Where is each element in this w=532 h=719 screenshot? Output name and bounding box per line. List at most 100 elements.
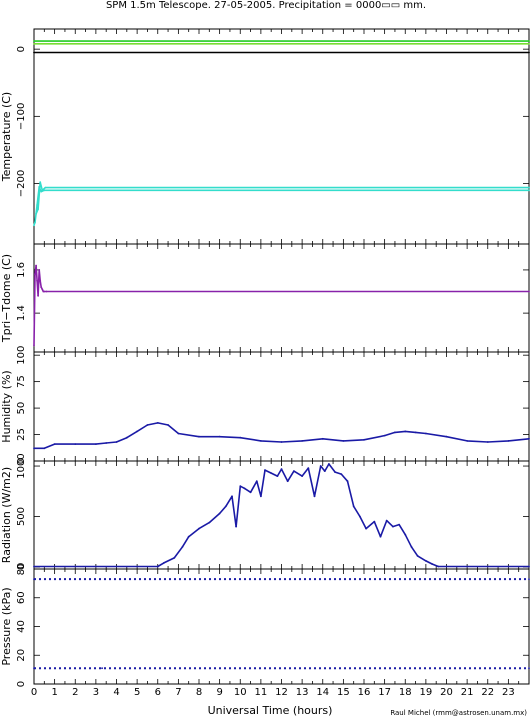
y-tick-label: 20 <box>16 649 27 662</box>
y-tick-label: 1.6 <box>16 262 27 278</box>
data-point <box>425 560 427 562</box>
x-tick-label: 3 <box>93 687 99 698</box>
data-point <box>528 189 530 192</box>
data-point <box>528 42 530 45</box>
data-point <box>136 430 139 433</box>
data-point <box>208 521 211 524</box>
y-axis-label: Humidity (%) <box>0 370 13 442</box>
data-point <box>385 519 388 522</box>
data-point <box>38 269 41 271</box>
data-point <box>37 208 39 211</box>
x-tick-label: 22 <box>481 687 494 698</box>
data-point <box>198 527 200 530</box>
data-point <box>346 480 349 483</box>
data-point <box>260 495 262 498</box>
y-tick-label: −100 <box>16 103 27 130</box>
data-point <box>264 469 266 471</box>
data-point <box>33 344 35 347</box>
data-point <box>416 555 419 557</box>
data-point <box>286 480 289 483</box>
y-axis-label: Tpri−Tdome (C) <box>0 254 13 343</box>
x-tick-label: 8 <box>196 687 202 698</box>
y-tick-label: 25 <box>16 428 27 441</box>
data-point <box>301 440 303 442</box>
data-point <box>392 525 394 528</box>
data-point <box>53 443 56 445</box>
y-tick-label: 0 <box>16 564 27 570</box>
data-point <box>249 491 252 494</box>
data-point <box>146 424 149 426</box>
data-point <box>239 485 242 488</box>
x-tick-label: 19 <box>420 687 433 698</box>
x-tick-label: 10 <box>234 687 247 698</box>
x-tick-label: 20 <box>440 687 453 698</box>
data-point <box>95 443 97 445</box>
x-tick-label: 4 <box>113 687 119 698</box>
data-series <box>34 422 530 450</box>
data-point <box>373 520 376 523</box>
data-point <box>235 525 238 528</box>
data-point <box>39 279 42 282</box>
data-point <box>334 471 336 473</box>
data-point <box>44 186 47 189</box>
y-axis-label: Radiation (W/m2) <box>0 467 13 563</box>
data-point <box>181 545 184 548</box>
data-point <box>363 438 365 441</box>
data-point <box>39 181 42 184</box>
data-point <box>437 565 440 568</box>
data-point <box>528 186 530 189</box>
data-series <box>33 186 529 226</box>
data-point <box>33 42 35 45</box>
data-point <box>466 440 468 442</box>
data-point <box>33 40 35 42</box>
data-point <box>394 431 396 434</box>
data-point <box>359 515 361 518</box>
data-point <box>33 447 35 450</box>
data-point <box>414 431 417 434</box>
data-point <box>365 527 367 530</box>
data-series <box>34 463 529 568</box>
y-tick-label: 50 <box>16 402 27 415</box>
x-tick-label: 5 <box>134 687 140 698</box>
data-point <box>323 470 326 472</box>
y-axis-label: Temperature (C) <box>0 92 13 182</box>
credit-text: Raul Michel (rmm@astrosen.unam.mx) <box>390 709 527 717</box>
data-point <box>167 424 170 426</box>
data-point <box>224 505 227 508</box>
data-point <box>307 467 310 469</box>
data-point <box>404 533 407 536</box>
data-point <box>319 465 322 467</box>
x-tick-label: 0 <box>31 687 37 698</box>
data-point <box>115 441 118 443</box>
x-tick-label: 7 <box>175 687 181 698</box>
data-point <box>74 443 77 445</box>
x-axis-label: Universal Time (hours) <box>208 704 333 717</box>
x-tick-label: 18 <box>399 687 412 698</box>
data-point <box>163 562 165 564</box>
data-point <box>41 189 44 192</box>
panel-frame <box>33 28 530 245</box>
data-point <box>528 290 530 293</box>
data-point <box>425 432 427 435</box>
data-point <box>445 435 448 438</box>
data-point <box>528 578 530 580</box>
data-point <box>41 288 44 291</box>
y-tick-label: 0 <box>16 46 27 52</box>
data-point <box>431 563 433 565</box>
data-point <box>383 434 386 437</box>
data-point <box>340 473 343 475</box>
data-point <box>352 505 355 508</box>
data-point <box>35 264 37 267</box>
data-point <box>40 286 43 289</box>
x-tick-label: 2 <box>72 687 78 698</box>
y-tick-label: 1.4 <box>16 305 27 321</box>
data-point <box>125 436 128 439</box>
x-tick-label: 6 <box>155 687 161 698</box>
y-tick-label: 1000 <box>16 453 27 478</box>
x-tick-label: 12 <box>275 687 288 698</box>
data-point <box>35 212 37 215</box>
data-point <box>507 440 510 442</box>
data-point <box>173 557 176 559</box>
data-point <box>34 221 36 224</box>
